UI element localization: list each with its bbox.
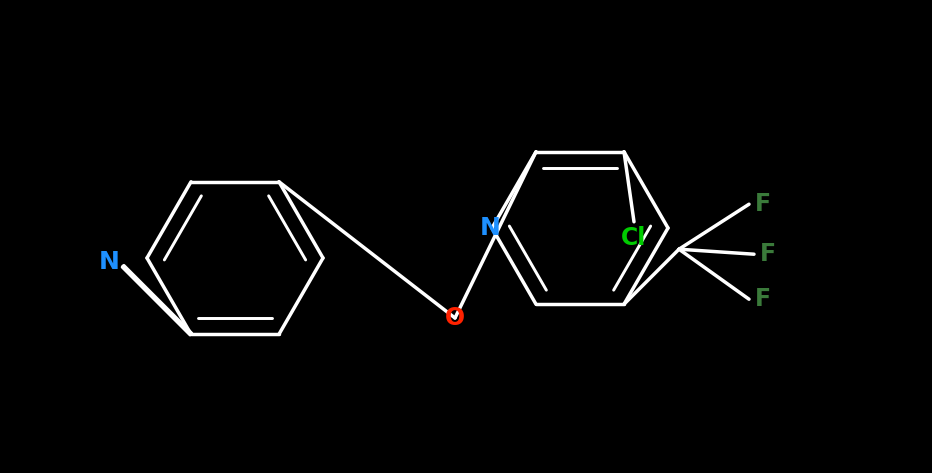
Text: N: N xyxy=(480,216,500,240)
Text: F: F xyxy=(760,242,776,266)
Text: O: O xyxy=(445,306,465,330)
Text: F: F xyxy=(755,192,771,216)
Text: F: F xyxy=(755,287,771,311)
Text: Cl: Cl xyxy=(622,226,647,250)
Text: N: N xyxy=(99,250,119,274)
